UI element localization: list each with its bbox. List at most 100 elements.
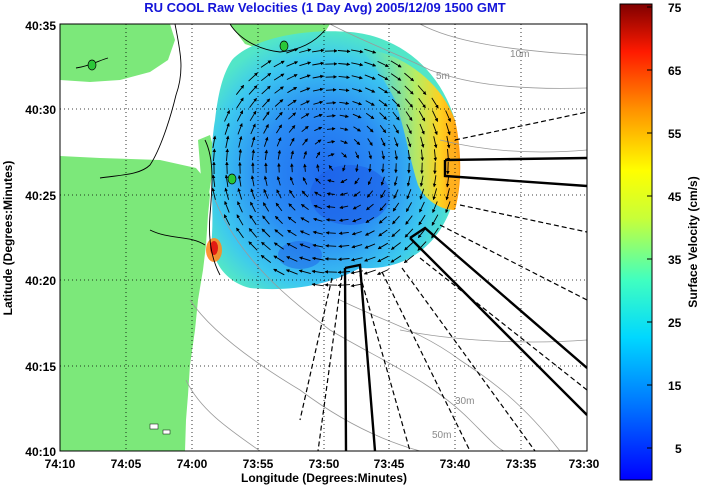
velocity-vector (351, 62, 364, 67)
velocity-vector (390, 242, 401, 250)
velocity-vector (299, 48, 312, 53)
velocity-vector (431, 97, 439, 109)
velocity-vector (405, 111, 413, 121)
velocity-vector (311, 269, 324, 274)
contour-label-5m: 5m (436, 71, 450, 82)
velocity-vector (327, 153, 335, 157)
velocity-vector (237, 174, 242, 187)
velocity-vector (390, 73, 402, 81)
velocity-vector (261, 85, 271, 95)
velocity-vector (377, 255, 389, 263)
velocity-vector (352, 113, 362, 119)
velocity-vector (224, 200, 230, 213)
velocity-vector (393, 176, 398, 187)
velocity-vector (288, 125, 296, 133)
velocity-vector (237, 187, 243, 200)
velocity-vector (419, 175, 424, 187)
velocity-vector (299, 74, 311, 80)
velocity-vector (432, 123, 438, 136)
velocity-vector (432, 175, 437, 188)
velocity-vector (338, 218, 349, 223)
velocity-vector (325, 88, 337, 92)
velocity-vector (446, 148, 451, 162)
colorbar-tick-label: 55 (668, 127, 682, 141)
velocity-vector (391, 86, 401, 94)
velocity-vector (403, 254, 414, 264)
velocity-vector (313, 100, 324, 105)
velocity-vector (338, 62, 351, 67)
velocity-vector (211, 187, 216, 200)
velocity-vector (417, 85, 427, 95)
velocity-vector (289, 137, 295, 147)
velocity-vector (419, 188, 425, 200)
velocity-vector (419, 123, 425, 135)
velocity-vector (261, 72, 272, 82)
lat-tick-label: 40:20 (25, 274, 56, 288)
lat-tick-label: 40:30 (25, 103, 56, 117)
velocity-vector (275, 202, 283, 212)
velocity-vector (236, 97, 244, 109)
velocity-vector (365, 87, 376, 93)
velocity-vector (313, 217, 323, 222)
velocity-vector (337, 283, 351, 287)
velocity-vector (355, 164, 359, 173)
velocity-vector (298, 269, 311, 275)
velocity-vector (315, 177, 321, 184)
velocity-vector (290, 163, 294, 173)
velocity-vector (431, 227, 439, 239)
velocity-vector (211, 174, 216, 187)
velocity-vector (406, 202, 412, 213)
velocity-vector (419, 201, 425, 213)
velocity-vector (364, 256, 376, 262)
velocity-vector (340, 140, 348, 144)
velocity-vectors (211, 48, 451, 288)
velocity-vector (404, 228, 414, 238)
velocity-vector (337, 270, 350, 275)
velocity-vector (350, 283, 363, 288)
velocity-vector (300, 204, 309, 210)
velocity-vector (263, 188, 269, 199)
velocity-vector (276, 189, 282, 199)
velocity-vector (289, 189, 295, 198)
velocity-vector (407, 136, 412, 148)
colorbar-tick-label: 15 (668, 379, 682, 393)
velocity-vector (418, 214, 426, 226)
velocity-vector (287, 229, 297, 237)
colorbar-tick-label: 25 (668, 316, 682, 330)
contour-label-10m: 10m (510, 49, 529, 60)
velocity-vector (377, 242, 389, 250)
velocity-vector (326, 205, 336, 209)
lat-tick-label: 40:35 (25, 19, 56, 33)
velocity-vector (288, 203, 296, 211)
velocity-vector (376, 269, 389, 275)
velocity-vector (273, 73, 285, 81)
velocity-vector (339, 127, 349, 131)
velocity-vector (390, 60, 402, 68)
velocity-vector (237, 201, 243, 213)
velocity-vector (248, 241, 258, 251)
lon-tick-label: 74:00 (177, 457, 208, 471)
velocity-vector (312, 48, 325, 53)
velocity-vector (378, 229, 388, 237)
velocity-vector (287, 99, 297, 107)
velocity-vector (342, 164, 346, 172)
radar-range-lines (299, 111, 587, 451)
velocity-vector (393, 124, 399, 134)
lat-tick-label: 40:15 (25, 360, 56, 374)
velocity-vector (394, 150, 399, 161)
velocity-vector (235, 84, 245, 95)
velocity-vector (286, 243, 298, 249)
velocity-vector (353, 138, 361, 146)
velocity-vector (212, 135, 217, 148)
velocity-vector (288, 112, 297, 120)
velocity-vector (224, 187, 230, 200)
velocity-vector (418, 97, 426, 109)
velocity-vector (352, 217, 362, 223)
lon-tick-label: 74:10 (45, 457, 76, 471)
radar-beam-outlines (343, 156, 587, 451)
velocity-vector (380, 176, 385, 186)
velocity-vector (378, 86, 389, 94)
velocity-vector (313, 113, 323, 118)
velocity-vector (263, 136, 269, 147)
velocity-vector (287, 86, 298, 94)
